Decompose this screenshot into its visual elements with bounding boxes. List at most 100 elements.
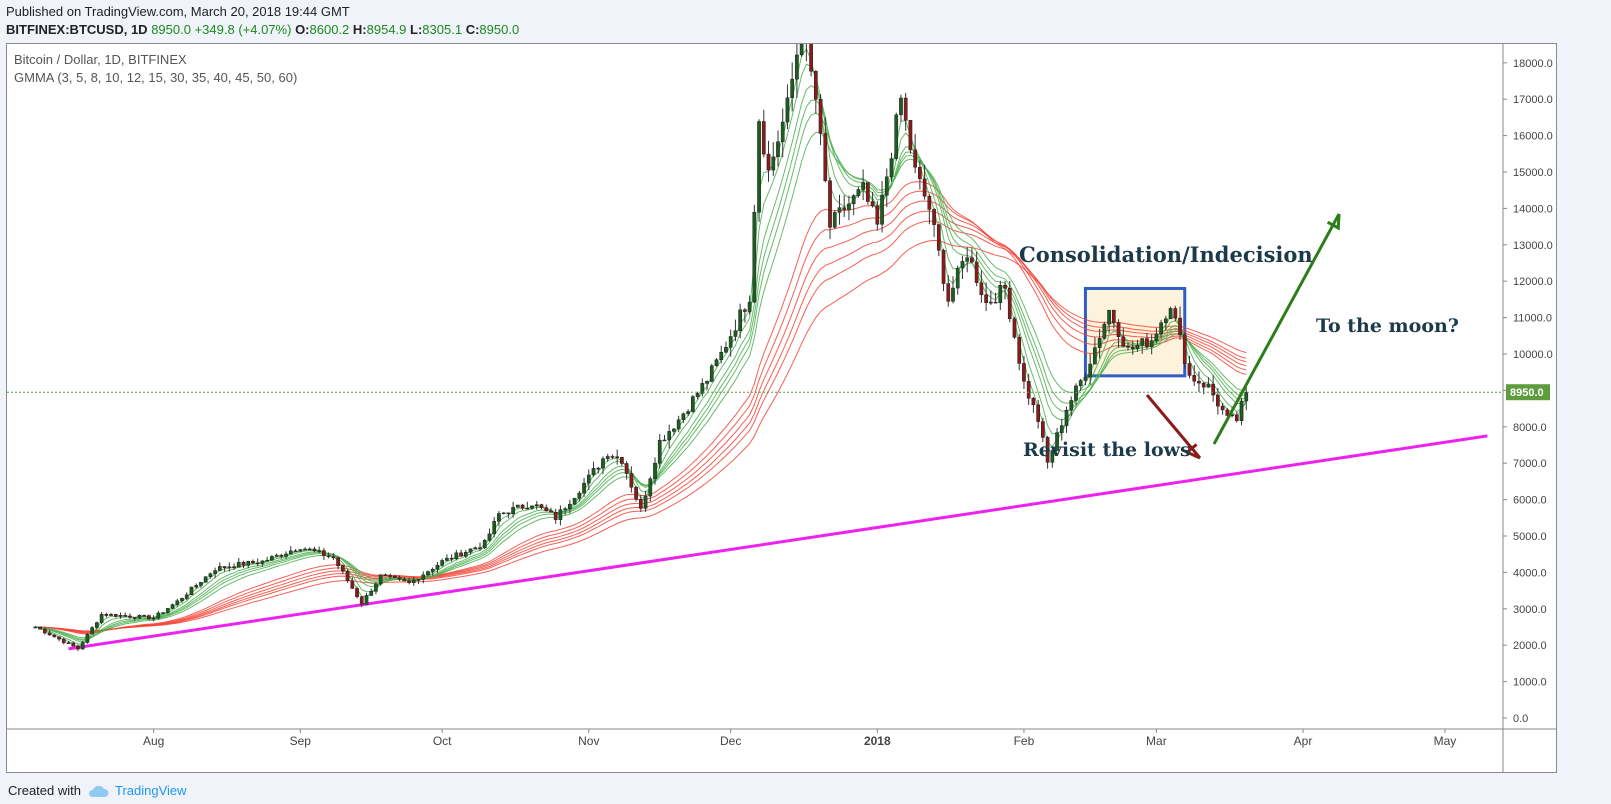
- candle-body: [236, 561, 241, 568]
- candle-body: [478, 547, 482, 549]
- candle-body: [251, 560, 255, 564]
- candle-body: [899, 97, 903, 116]
- candle-body: [615, 456, 620, 458]
- revisit-annotation: Revisit the lows: [1023, 439, 1191, 461]
- candle-body: [738, 309, 742, 331]
- candle-body: [984, 294, 988, 303]
- candle-body: [232, 566, 236, 569]
- candle-body: [42, 628, 47, 634]
- candle-body: [847, 203, 851, 211]
- candle-body: [936, 224, 941, 251]
- consolidation-annotation: Consolidation/Indecision: [1019, 242, 1313, 267]
- candle-body: [1164, 318, 1168, 324]
- candle-body: [908, 120, 913, 151]
- candle-body: [1111, 309, 1116, 323]
- candle-body: [90, 627, 94, 635]
- candle-body: [1239, 400, 1244, 421]
- x-tick-label: Feb: [1014, 734, 1035, 748]
- candle-body: [700, 383, 705, 394]
- y-tick-label: 8000.0: [1513, 422, 1547, 434]
- candle-body: [856, 189, 861, 196]
- y-tick-label: 4000.0: [1513, 567, 1547, 579]
- candle-body: [530, 505, 534, 509]
- candle-body: [515, 504, 520, 508]
- candle-body: [596, 467, 601, 470]
- candle-body: [199, 582, 203, 586]
- candle-body: [1126, 345, 1130, 348]
- candle-body: [1041, 421, 1045, 438]
- price-chart[interactable]: 0.0 1000.0 2000.0 3000.0 4000.0 5000.0 6000.0 7…: [7, 44, 1556, 772]
- candle-body: [572, 497, 577, 505]
- candle-body: [326, 555, 331, 557]
- candle-body: [634, 486, 638, 500]
- candle-body: [142, 615, 147, 617]
- candle-body: [582, 482, 586, 494]
- candle-body: [312, 548, 317, 551]
- candle-body: [1201, 382, 1206, 388]
- candle-body: [506, 512, 511, 515]
- candle-body: [657, 439, 662, 464]
- candle-body: [1012, 318, 1017, 338]
- candle-body: [629, 473, 634, 488]
- candle-body: [388, 575, 392, 577]
- candle-body: [653, 462, 657, 480]
- candle-body: [274, 554, 279, 557]
- candle-body: [497, 513, 501, 522]
- created-with-label: Created with: [8, 783, 81, 798]
- candle-body: [776, 141, 780, 158]
- candle-body: [1064, 410, 1069, 426]
- tradingview-brand-link[interactable]: TradingView: [114, 783, 187, 798]
- candle-body: [118, 615, 123, 617]
- candle-body: [113, 614, 118, 617]
- candle-body: [1234, 414, 1239, 421]
- y-tick-label: 0.0: [1513, 713, 1528, 725]
- candle-body: [549, 510, 553, 513]
- candle-body: [345, 571, 350, 582]
- candle-body: [1078, 380, 1083, 387]
- candle-body: [591, 468, 596, 476]
- candle-body: [151, 617, 156, 620]
- candle-body: [449, 557, 454, 560]
- candle-body: [156, 612, 161, 619]
- candle-body: [1007, 288, 1012, 319]
- candle-body: [695, 393, 700, 397]
- candle-body: [1059, 425, 1064, 433]
- candle-body: [222, 566, 227, 568]
- candle-body: [1107, 309, 1111, 325]
- candle-body: [80, 642, 85, 650]
- candle-body: [355, 588, 359, 598]
- x-tick-label: Aug: [143, 734, 164, 748]
- candle-body: [383, 574, 388, 576]
- candle-body: [468, 548, 473, 553]
- candle-body: [1168, 308, 1173, 320]
- candle-body: [331, 556, 336, 559]
- candle-body: [1182, 334, 1187, 364]
- candle-body: [482, 540, 487, 549]
- candle-body: [1154, 333, 1159, 341]
- candle-body: [903, 97, 908, 121]
- candle-body: [780, 121, 785, 142]
- chart-frame[interactable]: 0.0 1000.0 2000.0 3000.0 4000.0 5000.0 6000.0 7…: [6, 43, 1557, 773]
- candle-body: [970, 257, 974, 263]
- candle-body: [501, 512, 506, 515]
- candle-body: [790, 78, 795, 99]
- candle-body: [1216, 394, 1220, 407]
- candle-body: [246, 560, 251, 566]
- candle-body: [558, 509, 563, 520]
- candle-body: [99, 614, 104, 623]
- y-tick-label: 17000.0: [1513, 94, 1553, 106]
- candle-body: [913, 149, 918, 168]
- candle-body: [1145, 338, 1149, 348]
- candle-body: [402, 578, 407, 582]
- candle-body: [189, 586, 194, 596]
- candle-body: [918, 166, 922, 180]
- candle-body: [1149, 340, 1154, 348]
- candle-body: [544, 507, 549, 512]
- candle-body: [95, 622, 99, 628]
- candle-body: [525, 507, 530, 510]
- candle-body: [1017, 337, 1022, 364]
- candle-body: [638, 499, 643, 509]
- study-title[interactable]: GMMA (3, 5, 8, 10, 12, 15, 30, 35, 40, 4…: [14, 70, 298, 85]
- candle-body: [719, 351, 724, 361]
- candle-body: [303, 548, 307, 551]
